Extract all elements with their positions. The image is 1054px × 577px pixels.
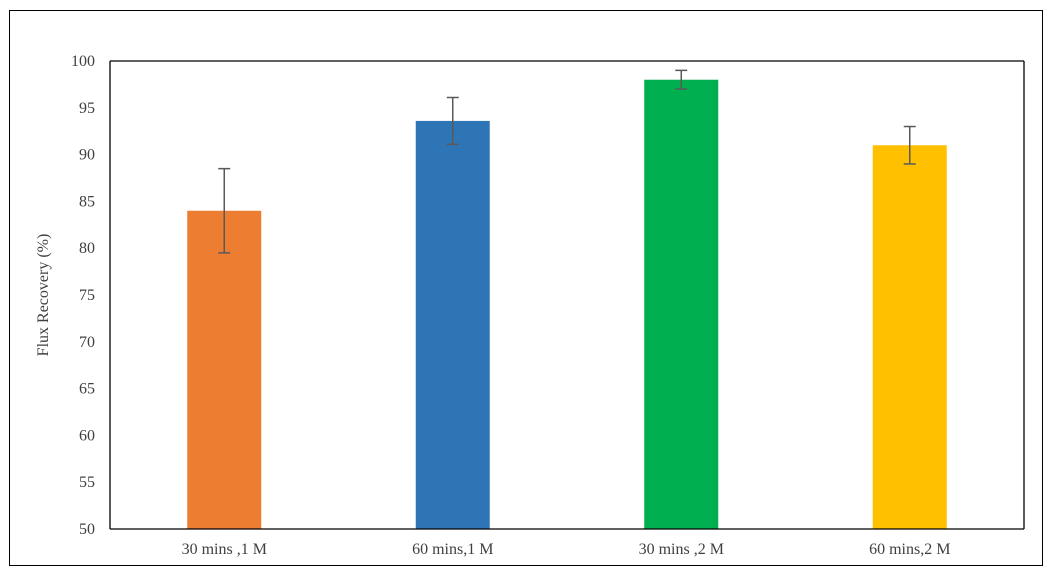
bar xyxy=(644,79,719,529)
bar xyxy=(872,145,947,530)
x-tick-label: 30 mins ,2 M xyxy=(639,541,724,558)
chart-frame xyxy=(9,10,1043,566)
error-bar xyxy=(218,167,231,254)
x-tick-label: 30 mins ,1 M xyxy=(182,541,267,558)
y-tick-label: 65 xyxy=(79,381,95,398)
x-tick-label: 60 mins,1 M xyxy=(412,541,493,558)
y-tick-label: 80 xyxy=(79,240,95,257)
y-tick-label: 95 xyxy=(79,100,95,117)
error-bars xyxy=(218,69,916,254)
y-tick-label: 50 xyxy=(79,521,95,538)
error-bar xyxy=(446,96,459,146)
x-tick-label: 60 mins,2 M xyxy=(869,541,950,558)
y-tick-label: 70 xyxy=(79,334,95,351)
y-tick-label: 85 xyxy=(79,193,95,210)
y-tick-label: 90 xyxy=(79,147,95,164)
x-axis-ticks: 30 mins ,1 M 60 mins,1 M 30 mins ,2 M 60 mi… xyxy=(182,541,951,558)
bars xyxy=(187,79,947,530)
error-bar xyxy=(903,125,916,165)
y-tick-label: 60 xyxy=(79,427,95,444)
error-bar xyxy=(675,69,688,90)
y-tick-label: 100 xyxy=(71,53,95,70)
y-axis-ticks: 50 55 60 65 70 75 80 85 90 95 100 xyxy=(71,53,95,538)
y-tick-label: 75 xyxy=(79,287,95,304)
bar xyxy=(415,120,490,530)
y-axis-title: Flux Recovery (%) xyxy=(35,234,52,357)
bar xyxy=(187,210,262,529)
y-tick-label: 55 xyxy=(79,474,95,491)
